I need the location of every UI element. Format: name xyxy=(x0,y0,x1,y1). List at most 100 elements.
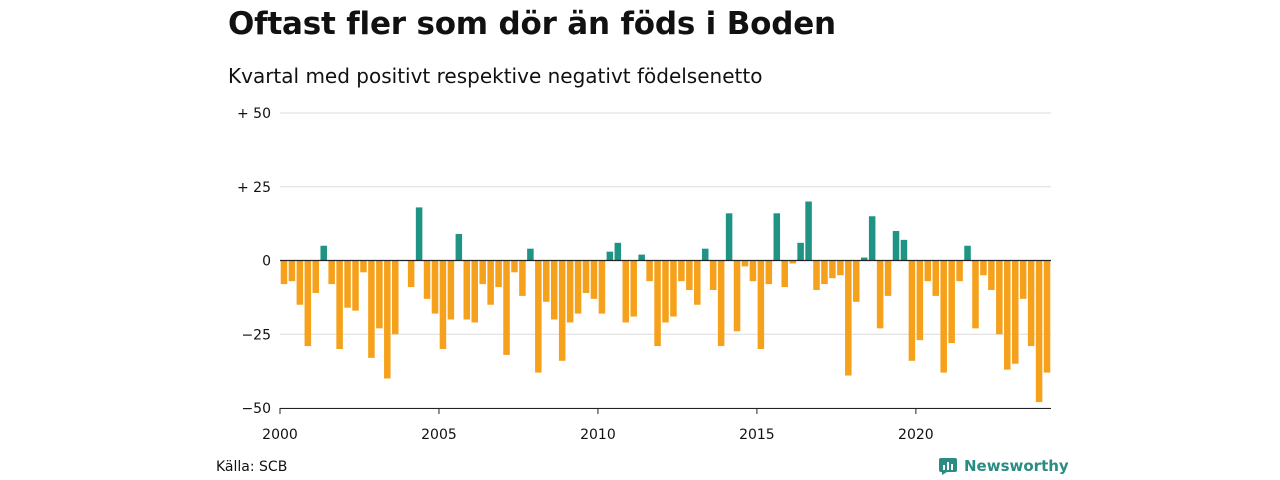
bar xyxy=(415,207,423,261)
bar xyxy=(845,260,852,376)
bar xyxy=(876,260,884,329)
bar xyxy=(503,260,510,355)
bar xyxy=(384,260,391,379)
brand: Newsworthy xyxy=(938,456,1069,476)
bar xyxy=(527,248,534,261)
bar xyxy=(860,257,868,261)
bar xyxy=(948,260,955,344)
bar xyxy=(996,260,1003,335)
bar xyxy=(892,231,900,261)
bar xyxy=(972,260,979,329)
bar xyxy=(741,260,749,267)
bar xyxy=(558,260,566,361)
bar xyxy=(614,242,622,261)
bar xyxy=(813,260,820,290)
bar xyxy=(471,260,478,323)
bar xyxy=(320,245,327,261)
bar xyxy=(678,260,685,282)
bar xyxy=(956,260,963,282)
bar xyxy=(582,260,590,293)
bar xyxy=(606,251,614,261)
bar xyxy=(717,260,725,347)
bar xyxy=(868,216,876,261)
bar xyxy=(781,260,788,288)
bar xyxy=(805,201,812,261)
bar xyxy=(670,260,677,317)
bar xyxy=(988,260,995,290)
y-tick-labels: + 50 + 25 0 −25 −50 xyxy=(237,106,271,417)
bar xyxy=(519,260,526,296)
bar xyxy=(535,260,542,373)
bar xyxy=(304,260,312,347)
bar xyxy=(1043,260,1051,373)
bar xyxy=(964,245,971,261)
bar xyxy=(328,260,335,285)
bar xyxy=(853,260,860,302)
bar xyxy=(376,260,383,329)
bar xyxy=(1019,260,1027,299)
bar xyxy=(980,260,987,276)
bar xyxy=(765,260,773,285)
bar xyxy=(439,260,447,349)
bar xyxy=(821,260,828,285)
bar xyxy=(598,260,606,314)
bar xyxy=(829,260,836,279)
newsworthy-logo-icon xyxy=(939,458,957,475)
bar xyxy=(900,239,908,261)
bar xyxy=(360,260,367,273)
x-tick-label: 2020 xyxy=(898,427,934,443)
bar xyxy=(590,260,598,299)
bar xyxy=(797,242,804,261)
x-tick-label: 2015 xyxy=(739,427,775,443)
bar xyxy=(1035,260,1043,403)
bar xyxy=(431,260,439,314)
bar xyxy=(837,260,844,276)
bar xyxy=(463,260,471,320)
bar xyxy=(574,260,582,314)
bar xyxy=(550,260,558,320)
bar xyxy=(336,260,343,349)
bar xyxy=(686,260,693,290)
bar xyxy=(757,260,765,349)
chart-subtitle: Kvartal med positivt respektive negativt… xyxy=(228,64,763,88)
bar xyxy=(749,260,757,282)
bar xyxy=(288,260,296,282)
bar xyxy=(312,260,320,293)
bar xyxy=(487,260,494,305)
y-tick-label: −50 xyxy=(241,401,271,417)
bar xyxy=(638,254,645,261)
bar xyxy=(725,213,733,261)
bar xyxy=(495,260,502,288)
bar xyxy=(1027,260,1035,347)
x-tick-label: 2005 xyxy=(421,427,457,443)
bar xyxy=(884,260,892,296)
bar xyxy=(701,248,709,261)
bar xyxy=(296,260,304,305)
bar xyxy=(543,260,550,302)
bar xyxy=(662,260,669,323)
bar xyxy=(924,260,932,282)
bar xyxy=(479,260,486,285)
y-tick-label: + 25 xyxy=(237,180,271,196)
bar xyxy=(654,260,661,347)
bars xyxy=(280,201,1051,403)
bar xyxy=(423,260,431,299)
bar xyxy=(455,233,463,261)
source-note: Källa: SCB xyxy=(216,459,288,475)
bar xyxy=(280,260,288,285)
bar xyxy=(511,260,518,273)
bar xyxy=(789,260,796,264)
bar xyxy=(733,260,741,332)
axes xyxy=(279,259,1051,414)
bar xyxy=(1004,260,1011,370)
bar xyxy=(630,260,637,317)
y-tick-label: + 50 xyxy=(237,106,271,122)
bar xyxy=(709,260,717,290)
bar xyxy=(622,260,630,323)
bar xyxy=(694,260,701,305)
y-tick-label: 0 xyxy=(262,254,271,270)
bar xyxy=(566,260,574,323)
bar xyxy=(916,260,924,341)
x-tick-label: 2010 xyxy=(580,427,616,443)
